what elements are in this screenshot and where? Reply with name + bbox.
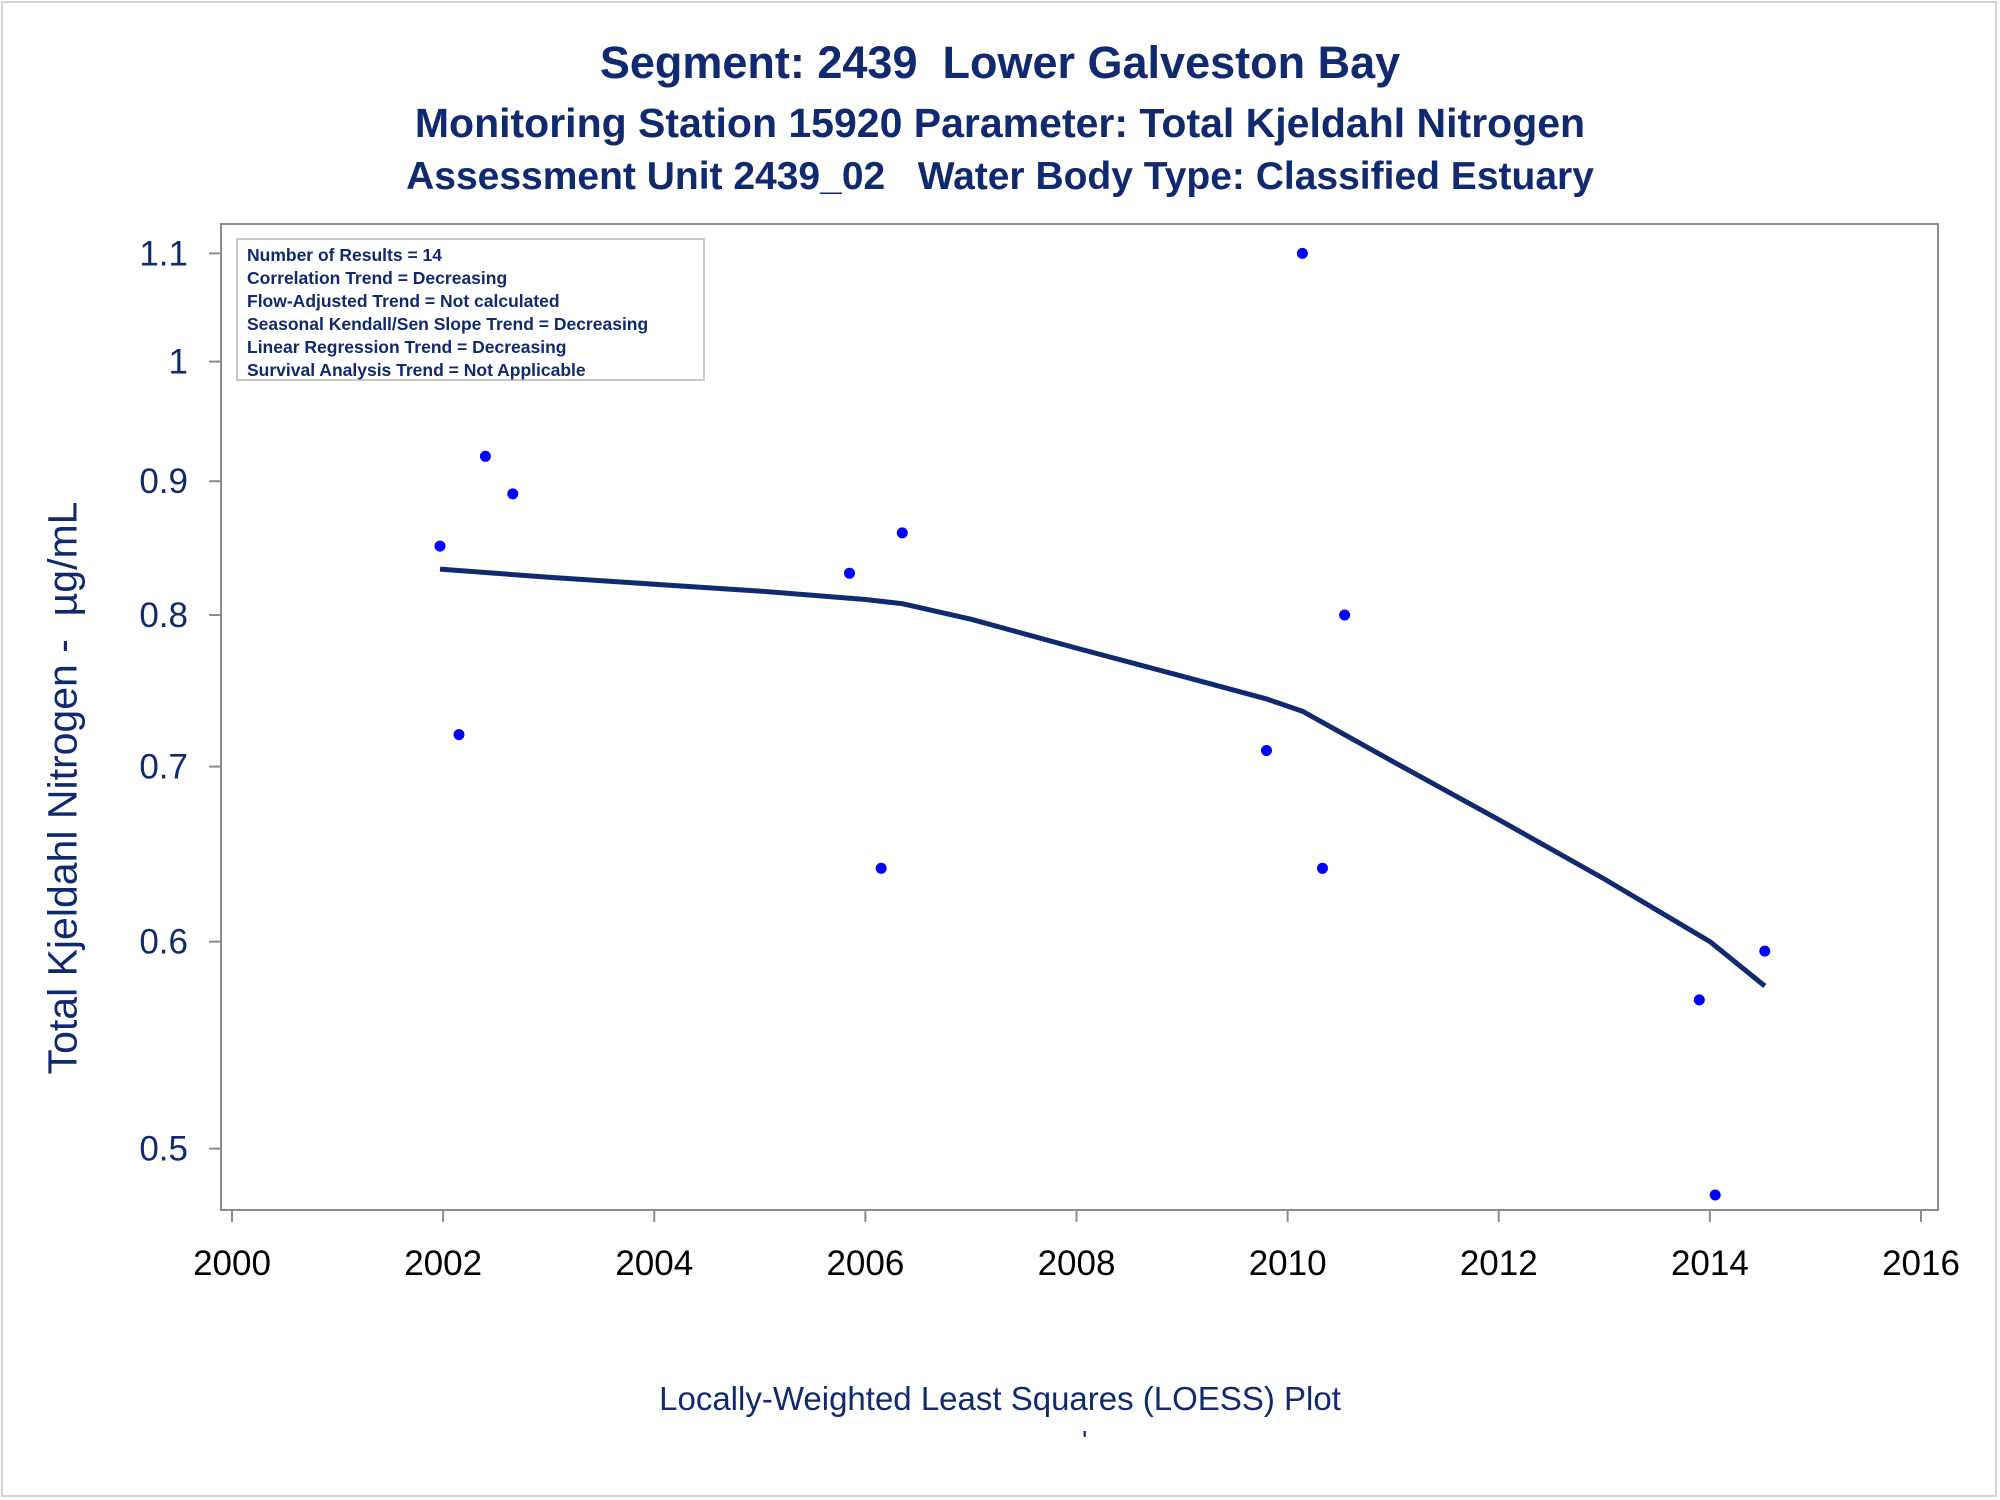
y-tick-label: 0.5 <box>139 1130 188 1169</box>
data-point <box>1693 994 1705 1006</box>
chart-title: Segment: 2439 Lower Galveston Bay <box>599 37 1401 88</box>
y-tick-label: 1 <box>169 343 188 382</box>
scatter-series <box>434 247 1771 1201</box>
data-point <box>1317 862 1328 874</box>
x-tick-label: 2000 <box>193 1244 271 1283</box>
data-point <box>434 540 446 552</box>
loess-series <box>439 566 1767 988</box>
y-tick-label: 0.9 <box>139 462 188 501</box>
data-point <box>479 450 491 462</box>
data-point <box>1339 609 1351 621</box>
x-tick-label: 2014 <box>1671 1244 1749 1283</box>
data-point <box>507 488 519 500</box>
stats-results-count: Number of Results = 14 <box>247 245 442 265</box>
data-point <box>844 567 855 579</box>
data-point <box>1296 247 1308 259</box>
footnote-mark: ' <box>1082 1425 1088 1456</box>
trend-stats-box: Number of Results = 14 Correlation Trend… <box>236 238 705 381</box>
x-tick-label: 2006 <box>826 1244 904 1283</box>
x-tick-label: 2004 <box>615 1244 693 1283</box>
y-tick-label: 0.8 <box>139 596 188 635</box>
data-point <box>896 527 908 539</box>
data-point <box>453 729 465 741</box>
y-tick-label: 1.1 <box>139 234 188 273</box>
stats-correlation-trend: Correlation Trend = Decreasing <box>247 268 508 288</box>
data-point <box>875 862 887 874</box>
plot-area <box>220 223 1939 1211</box>
x-tick-label: 2002 <box>404 1244 482 1283</box>
y-axis-label: Total Kjeldahl Nitrogen - µg/mL <box>39 501 86 1075</box>
x-tick-label: 2010 <box>1249 1244 1327 1283</box>
y-tick-label: 0.6 <box>139 923 188 962</box>
data-point <box>1709 1189 1721 1201</box>
data-point <box>1759 945 1771 957</box>
stats-flow-adjusted-trend: Flow-Adjusted Trend = Not calculated <box>247 291 560 311</box>
stats-seasonal-kendall-trend: Seasonal Kendall/Sen Slope Trend = Decre… <box>247 314 649 334</box>
y-tick-label: 0.7 <box>139 748 188 787</box>
x-tick-label: 2008 <box>1038 1244 1116 1283</box>
x-axis: 2000 2002 2004 2006 2008 2010 2012 2014 2016 <box>193 1210 1960 1283</box>
x-tick-label: 2016 <box>1882 1244 1960 1283</box>
plot-footnote: Locally-Weighted Least Squares (LOESS) P… <box>659 1380 1341 1417</box>
chart-subtitle-station: Monitoring Station 15920 Parameter: Tota… <box>414 100 1586 146</box>
loess-line <box>439 566 1767 988</box>
x-tick-label: 2012 <box>1460 1244 1538 1283</box>
stats-survival-analysis-trend: Survival Analysis Trend = Not Applicable <box>247 360 586 380</box>
chart-subtitle-assessment: Assessment Unit 2439_02 Water Body Type:… <box>406 155 1594 198</box>
y-axis: 0.5 0.6 0.7 0.8 0.9 1 1.1 <box>139 234 221 1169</box>
data-point <box>1261 745 1272 756</box>
stats-linear-regression-trend: Linear Regression Trend = Decreasing <box>247 337 567 357</box>
